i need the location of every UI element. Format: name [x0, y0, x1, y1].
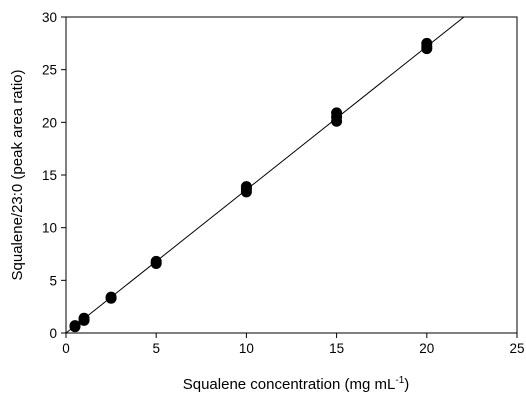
data-point: [105, 291, 117, 303]
y-axis-title: Squalene/23:0 (peak area ratio): [9, 70, 26, 281]
x-axis-title-main: Squalene concentration (mg mL: [183, 376, 396, 393]
data-point: [69, 320, 81, 332]
y-tick-label: 10: [42, 221, 57, 236]
y-tick-label: 25: [42, 63, 57, 78]
x-tick-label: 20: [419, 341, 434, 356]
y-tick-label: 0: [49, 326, 57, 341]
y-tick-label: 15: [42, 168, 57, 183]
x-tick-label: 25: [509, 341, 524, 356]
x-axis-title: Squalene concentration (mg mL-1): [183, 375, 410, 393]
data-point: [331, 107, 343, 119]
x-axis-title-close: ): [404, 376, 409, 393]
data-point: [150, 255, 162, 267]
x-axis-title-superscript: -1: [395, 375, 404, 386]
y-tick-label: 30: [42, 10, 57, 25]
x-tick-label: 15: [329, 341, 344, 356]
plot-frame: [65, 16, 518, 334]
data-point: [78, 312, 90, 324]
y-tick-label: 20: [42, 115, 57, 130]
x-tick-label: 5: [152, 341, 160, 356]
y-tick-label: 5: [49, 273, 57, 288]
plot-area: 0 5 10 15 20 25 0 5 10 15 20 25 30: [42, 10, 525, 356]
data-point: [421, 37, 433, 49]
x-tick-label: 0: [62, 341, 70, 356]
data-point: [240, 181, 252, 193]
regression-line: [66, 17, 465, 333]
x-tick-label: 10: [239, 341, 254, 356]
